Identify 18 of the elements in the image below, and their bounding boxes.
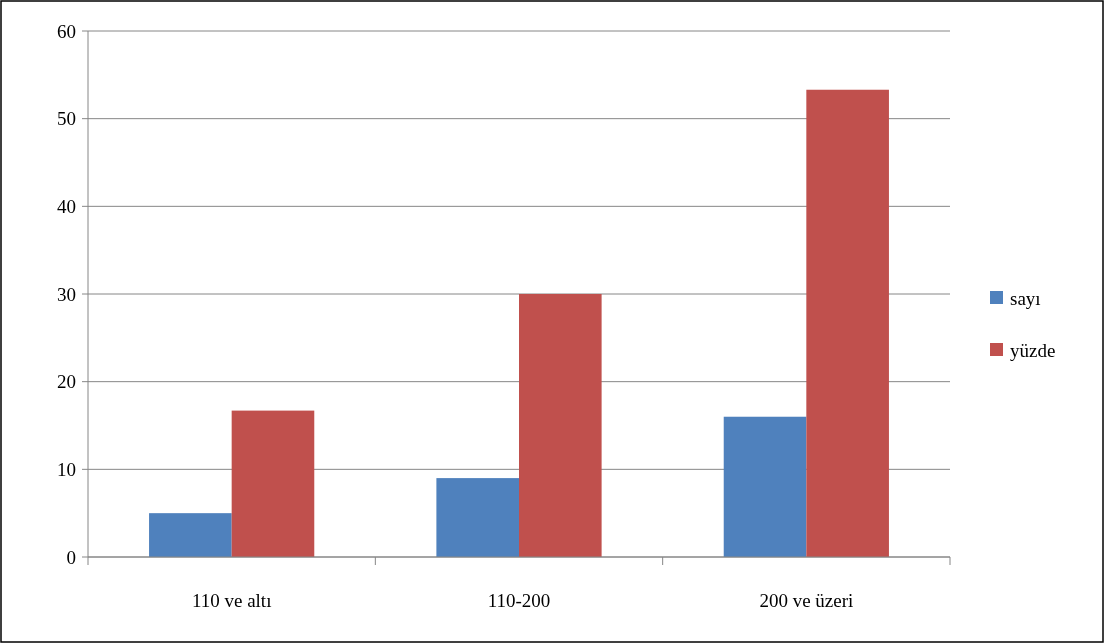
- y-tick-label: 40: [57, 195, 76, 217]
- y-tick-label: 0: [66, 546, 76, 568]
- legend-label: yüzde: [1010, 339, 1056, 361]
- legend-label: sayı: [1010, 287, 1041, 309]
- bar: [436, 478, 519, 557]
- x-tick-label: 200 ve üzeri: [759, 590, 854, 611]
- bar: [149, 513, 232, 557]
- bar: [231, 410, 315, 557]
- y-tick-label: 30: [57, 283, 76, 305]
- y-tick-label: 50: [57, 108, 76, 130]
- y-tick-label: 10: [57, 458, 76, 480]
- bar: [723, 416, 807, 557]
- x-tick-label: 110 ve altı: [191, 590, 272, 611]
- x-tick-label: 110-200: [487, 590, 551, 611]
- bar: [519, 294, 602, 557]
- bar: [806, 89, 889, 557]
- y-tick-label: 20: [57, 371, 76, 393]
- y-tick-label: 60: [57, 20, 76, 42]
